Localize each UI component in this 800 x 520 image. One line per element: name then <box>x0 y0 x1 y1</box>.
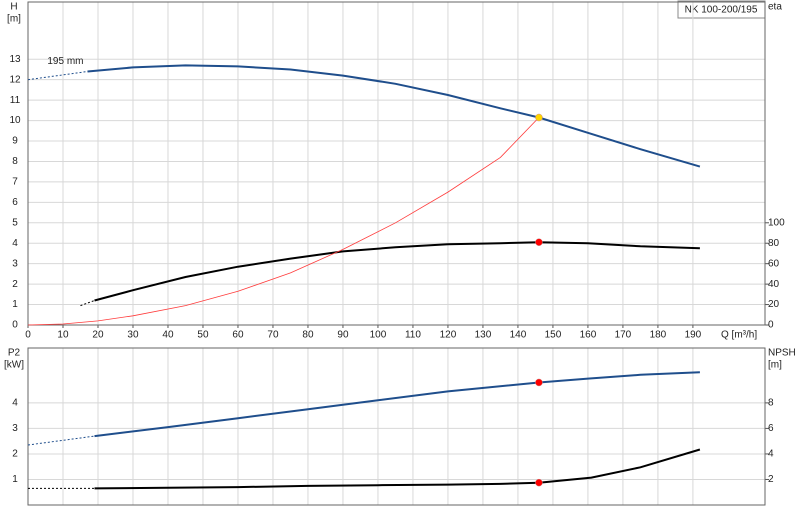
y-tick-label: 1 <box>12 474 18 485</box>
y-tick-label: 7 <box>12 177 18 188</box>
x-tick-label: 10 <box>57 330 69 341</box>
x-tick-label: 190 <box>685 330 702 341</box>
curve <box>94 241 700 302</box>
chart-title: NK 100-200/195 <box>685 5 758 16</box>
y2-tick-label: 2 <box>768 474 774 485</box>
x-tick-label: 170 <box>615 330 632 341</box>
x-tick-label: 20 <box>92 330 104 341</box>
y2-tick-label: 6 <box>768 423 774 434</box>
y-tick-label: 13 <box>9 54 21 65</box>
x-tick-label: 110 <box>405 330 421 341</box>
y-tick-label: 4 <box>12 238 18 249</box>
curve <box>94 448 701 490</box>
x-tick-label: 80 <box>302 330 314 341</box>
x-axis-label: Q [m³/h] <box>721 330 757 341</box>
operating-point <box>535 378 543 387</box>
x-tick-label: 150 <box>545 330 562 341</box>
y-axis-label: [m] <box>7 14 21 25</box>
x-tick-label: 120 <box>440 330 457 341</box>
y-tick-label: 12 <box>9 74 21 85</box>
y2-axis-label: [m] <box>768 360 782 371</box>
curve <box>27 435 95 446</box>
operating-point <box>535 113 543 122</box>
y-tick-label: 4 <box>12 398 18 409</box>
y2-tick-label: 80 <box>768 238 780 249</box>
y-axis-label: H <box>10 2 17 13</box>
y2-tick-label: 4 <box>768 449 774 460</box>
y-tick-label: 11 <box>10 95 21 106</box>
y-tick-label: 6 <box>12 197 18 208</box>
y-tick-label: 10 <box>9 115 21 126</box>
y2-tick-label: 8 <box>768 398 774 409</box>
y2-axis-label: NPSH <box>768 348 796 359</box>
x-tick-label: 130 <box>475 330 492 341</box>
x-tick-label: 50 <box>197 330 209 341</box>
curve <box>80 300 95 307</box>
x-tick-label: 140 <box>510 330 527 341</box>
curve <box>27 117 540 326</box>
x-tick-label: 70 <box>267 330 279 341</box>
y2-tick-label: 100 <box>768 217 785 228</box>
operating-point <box>535 238 543 246</box>
x-tick-label: 100 <box>370 330 387 341</box>
y-axis-label: P2 <box>8 348 21 359</box>
y-tick-label: 5 <box>12 217 18 228</box>
y-tick-label: 8 <box>12 156 18 167</box>
y-tick-label: 2 <box>12 449 18 460</box>
y-tick-label: 9 <box>12 136 18 147</box>
y-tick-label: 1 <box>12 299 18 310</box>
x-tick-label: 40 <box>162 330 174 341</box>
y2-tick-label: 0 <box>768 320 774 331</box>
x-tick-label: 0 <box>25 330 31 341</box>
y2-tick-label: 40 <box>768 279 780 290</box>
y-axis-label: [kW] <box>4 360 24 371</box>
x-tick-label: 60 <box>232 330 244 341</box>
y-tick-label: 2 <box>12 279 18 290</box>
curve <box>87 64 701 168</box>
y2-tick-label: 60 <box>768 258 780 269</box>
y2-tick-label: 20 <box>768 299 780 310</box>
y2-axis-label: eta <box>768 2 782 13</box>
plot-frame <box>27 1 766 326</box>
x-tick-label: 160 <box>580 330 597 341</box>
y-tick-label: 3 <box>12 423 18 434</box>
plot-frame <box>27 347 766 506</box>
y-tick-label: 3 <box>12 258 18 269</box>
x-tick-label: 30 <box>127 330 139 341</box>
x-tick-label: 180 <box>650 330 667 341</box>
y-tick-label: 0 <box>12 320 18 331</box>
curve-label: 195 mm <box>47 56 83 67</box>
operating-point <box>535 478 543 487</box>
curve <box>94 371 700 438</box>
x-tick-label: 90 <box>337 330 349 341</box>
